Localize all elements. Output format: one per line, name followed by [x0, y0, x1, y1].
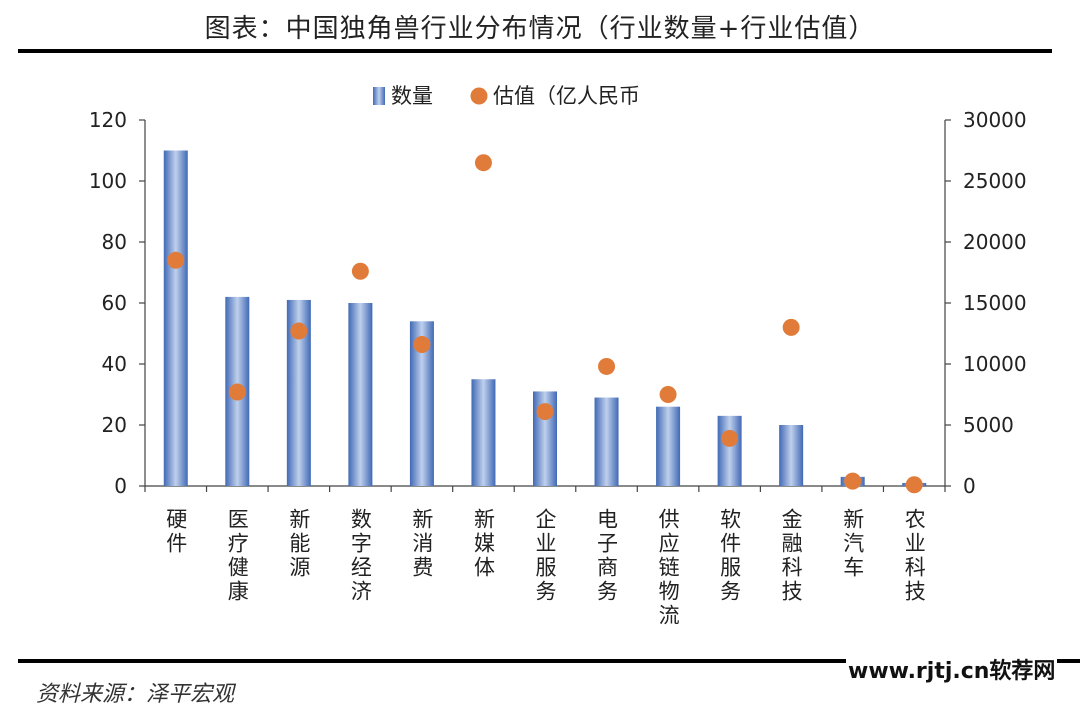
scatter-point	[844, 472, 862, 490]
x-tick-label: 企业服务	[533, 508, 557, 604]
bar	[656, 406, 681, 486]
bar	[163, 150, 188, 486]
bar	[779, 425, 804, 486]
left-tick-label: 20	[102, 413, 127, 437]
scatter-point	[351, 262, 369, 280]
chart-title: 图表：中国独角兽行业分布情况（行业数量+行业估值）	[204, 14, 876, 44]
scatter-point	[782, 318, 800, 336]
x-tick-label: 数字经济	[348, 508, 372, 604]
right-tick-label: 25000	[963, 169, 1027, 193]
bar	[471, 379, 496, 486]
x-tick-label: 新媒体	[471, 508, 495, 580]
x-tick-label: 新汽车	[841, 508, 865, 580]
scatter-point	[228, 383, 246, 401]
x-tick-label: 供应链物流	[656, 508, 680, 628]
footer-divider	[18, 659, 1080, 663]
x-tick-label: 新能源	[287, 508, 311, 580]
left-tick-label: 80	[102, 230, 127, 254]
watermark: www.rjtj.cn软荐网	[846, 653, 1058, 685]
left-tick-label: 40	[102, 352, 127, 376]
x-tick-label: 农业科技	[902, 508, 926, 604]
x-tick-label: 硬件	[164, 508, 188, 556]
chart: 数量 估值（亿人民币 0 20 40 60 80 100 120 0 5000 10000 15000…	[89, 84, 1027, 628]
axes: 0 20 40 60 80 100 120 0 5000 10000 15000 20000 25000…	[89, 108, 1027, 498]
right-tick-label: 20000	[963, 230, 1027, 254]
scatter-point	[659, 386, 677, 403]
scatter-point	[905, 476, 923, 494]
scatter-point	[536, 403, 554, 421]
scatter-point	[167, 251, 185, 269]
x-tick-label: 电子商务	[595, 508, 619, 604]
scatter-point	[474, 154, 492, 172]
bar	[348, 303, 373, 486]
x-tick-label: 软件服务	[718, 508, 742, 604]
x-tick-label: 金融科技	[779, 508, 803, 604]
legend-bar-swatch	[373, 87, 385, 105]
left-tick-label: 60	[102, 291, 127, 315]
source-note: 资料来源：泽平宏观	[36, 682, 235, 707]
x-tick-label: 医疗健康	[225, 508, 249, 604]
right-tick-label: 0	[963, 474, 976, 498]
left-tick-label: 0	[114, 474, 127, 498]
scatter-point	[413, 335, 431, 353]
right-tick-label: 30000	[963, 108, 1027, 132]
scatter-point	[598, 357, 616, 375]
scatter-series	[167, 154, 923, 494]
scatter-point	[290, 322, 308, 340]
x-axis-labels: 硬件 医疗健康 新能源 数字经济 新消费 新媒体 企业服务 电子商务 供应链物流 软件服务 金融科技…	[164, 508, 926, 628]
bar	[717, 415, 742, 486]
bar-series	[163, 150, 927, 486]
legend: 数量 估值（亿人民币	[373, 84, 640, 108]
legend-label: 数量	[391, 84, 433, 108]
right-tick-label: 5000	[963, 413, 1014, 437]
left-tick-label: 100	[89, 169, 127, 193]
scatter-point	[721, 429, 739, 447]
bar	[594, 397, 619, 486]
x-tick-label: 新消费	[410, 508, 434, 580]
right-tick-label: 10000	[963, 352, 1027, 376]
legend-label: 估值（亿人民币	[493, 84, 640, 108]
left-tick-label: 120	[89, 108, 127, 132]
legend-dot-swatch	[470, 87, 488, 105]
title-divider	[18, 49, 1052, 53]
right-tick-label: 15000	[963, 291, 1027, 315]
